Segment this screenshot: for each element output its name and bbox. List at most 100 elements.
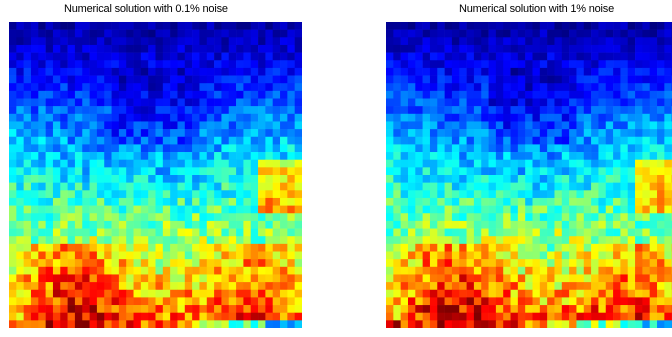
left-heatmap-cell xyxy=(243,305,252,313)
left-heatmap-cell xyxy=(272,75,281,84)
left-heatmap-cell xyxy=(199,228,208,237)
left-heatmap-cell xyxy=(52,228,61,237)
right-heatmap-cell xyxy=(554,197,563,206)
left-heatmap-cell xyxy=(221,289,230,298)
left-heatmap-cell xyxy=(184,320,193,328)
right-heatmap-cell xyxy=(495,213,504,222)
right-heatmap-cell xyxy=(495,274,504,283)
left-heatmap-cell xyxy=(170,243,178,252)
right-heatmap-cell xyxy=(407,67,416,76)
right-heatmap-cell xyxy=(642,67,651,76)
right-heatmap-cell xyxy=(569,220,577,229)
left-heatmap-cell xyxy=(250,266,259,275)
right-heatmap-cell xyxy=(576,67,585,76)
left-heatmap-cell xyxy=(126,75,134,84)
right-heatmap-cell xyxy=(407,197,416,206)
right-heatmap-cell xyxy=(576,228,585,237)
right-heatmap-cell xyxy=(451,152,460,160)
right-heatmap-cell xyxy=(649,259,658,268)
right-heatmap-cell xyxy=(561,305,570,313)
right-heatmap-cell xyxy=(547,305,555,313)
right-heatmap-cell xyxy=(576,213,585,222)
right-heatmap-cell xyxy=(495,205,504,214)
left-heatmap-cell xyxy=(148,282,156,291)
right-heatmap-cell xyxy=(664,83,672,92)
left-heatmap-cell xyxy=(133,213,142,222)
left-heatmap-cell xyxy=(272,205,281,214)
right-heatmap-cell xyxy=(386,228,394,237)
left-heatmap-cell xyxy=(52,121,61,130)
left-heatmap-cell xyxy=(30,251,39,260)
left-heatmap-cell xyxy=(221,129,230,138)
left-heatmap-cell xyxy=(111,274,120,283)
left-heatmap-cell xyxy=(38,44,46,53)
left-heatmap-cell xyxy=(221,266,230,275)
left-heatmap-cell xyxy=(258,75,266,84)
left-heatmap-cell xyxy=(52,60,61,69)
left-heatmap-cell xyxy=(272,29,281,38)
left-heatmap-cell xyxy=(67,243,76,252)
right-heatmap-cell xyxy=(569,282,577,291)
right-heatmap-cell xyxy=(400,159,409,168)
right-heatmap-cell xyxy=(598,136,607,145)
right-heatmap-cell xyxy=(605,320,614,328)
left-heatmap-cell xyxy=(148,266,156,275)
right-heatmap-cell xyxy=(649,29,658,38)
left-heatmap-cell xyxy=(214,236,222,245)
right-heatmap-cell xyxy=(613,60,621,69)
right-heatmap-cell xyxy=(466,83,475,92)
right-heatmap-cell xyxy=(495,75,504,84)
left-heatmap-cell xyxy=(236,52,244,61)
left-heatmap-cell xyxy=(162,129,171,138)
left-heatmap-cell xyxy=(243,121,252,130)
right-heatmap-cell xyxy=(503,22,511,30)
left-heatmap-cell xyxy=(280,320,288,328)
right-heatmap-cell xyxy=(495,22,504,30)
right-heatmap-cell xyxy=(473,60,482,69)
right-heatmap-cell xyxy=(627,312,636,321)
right-heatmap-cell xyxy=(569,213,577,222)
right-heatmap-cell xyxy=(613,44,621,53)
left-heatmap-cell xyxy=(111,312,120,321)
left-heatmap-cell xyxy=(265,274,274,283)
left-heatmap-cell xyxy=(67,312,76,321)
right-heatmap-cell xyxy=(525,236,533,245)
right-heatmap-cell xyxy=(649,190,658,199)
left-heatmap-cell xyxy=(89,220,98,229)
right-heatmap-cell xyxy=(422,159,431,168)
left-heatmap-cell xyxy=(287,37,295,46)
right-heatmap-cell xyxy=(554,205,563,214)
right-heatmap-cell xyxy=(620,75,629,84)
left-heatmap-cell xyxy=(177,83,186,92)
left-heatmap-cell xyxy=(177,305,186,313)
left-heatmap-cell xyxy=(9,282,17,291)
right-heatmap-cell xyxy=(459,52,467,61)
right-heatmap-cell xyxy=(481,22,489,30)
right-heatmap-cell xyxy=(605,266,614,275)
left-heatmap-cell xyxy=(30,167,39,176)
left-heatmap-cell xyxy=(162,220,171,229)
right-heatmap-cell xyxy=(598,52,607,61)
right-heatmap-cell xyxy=(598,144,607,153)
left-heatmap-cell xyxy=(67,136,76,145)
left-heatmap-cell xyxy=(199,305,208,313)
left-heatmap-cell xyxy=(184,29,193,38)
right-heatmap-cell xyxy=(473,228,482,237)
left-heatmap-cell xyxy=(23,305,32,313)
right-heatmap-cell xyxy=(561,37,570,46)
left-heatmap-cell xyxy=(38,297,46,306)
left-heatmap-cell xyxy=(265,305,274,313)
left-heatmap-cell xyxy=(192,213,200,222)
left-heatmap-cell xyxy=(74,167,83,176)
left-heatmap-cell xyxy=(82,282,90,291)
left-heatmap-cell xyxy=(214,205,222,214)
right-heatmap-cell xyxy=(561,52,570,61)
left-heatmap-cell xyxy=(96,29,105,38)
right-heatmap-cell xyxy=(547,213,555,222)
right-heatmap xyxy=(386,22,672,328)
left-heatmap-cell xyxy=(23,274,32,283)
left-heatmap-cell xyxy=(272,167,281,176)
left-heatmap-cell xyxy=(162,37,171,46)
right-heatmap-cell xyxy=(554,282,563,291)
left-heatmap-cell xyxy=(272,251,281,260)
